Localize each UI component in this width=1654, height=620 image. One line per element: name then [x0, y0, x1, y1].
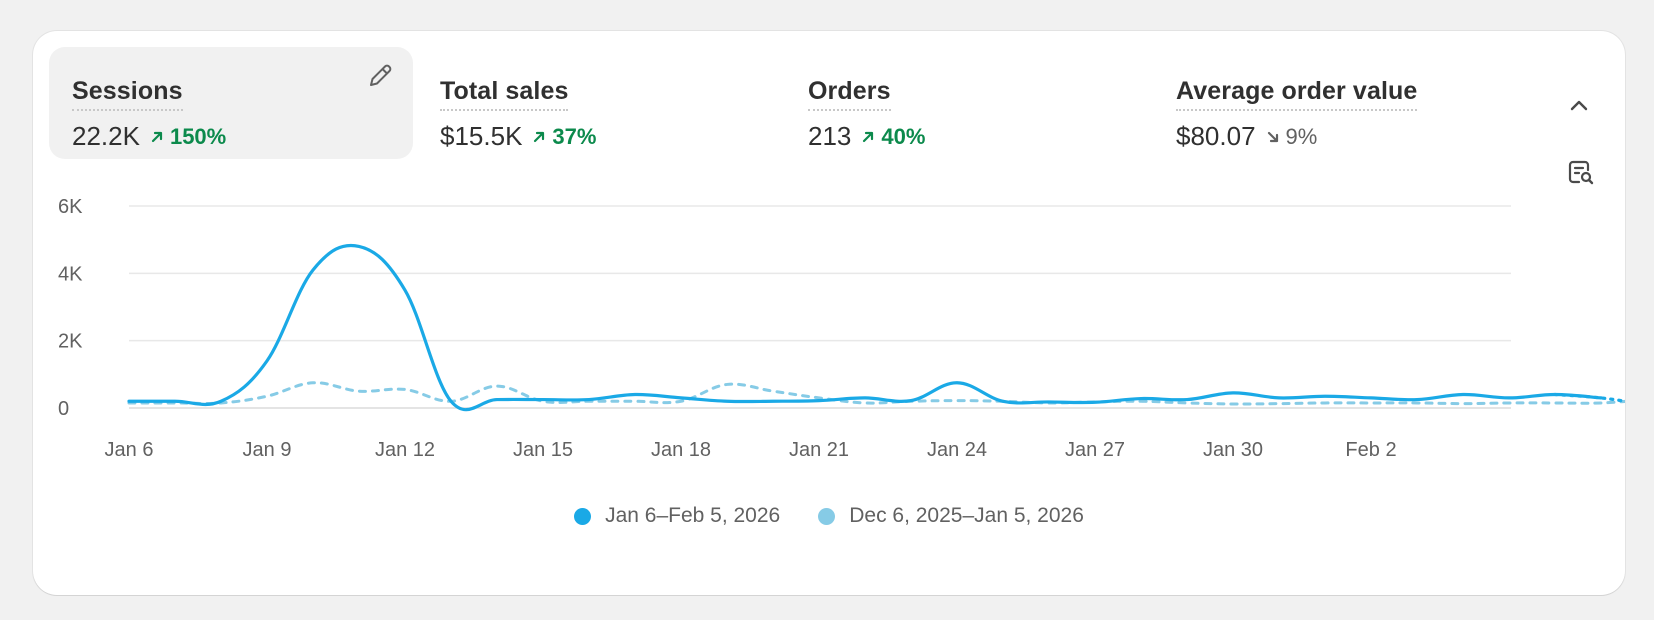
- metric-value: 213: [808, 121, 852, 151]
- pencil-icon[interactable]: [365, 61, 395, 91]
- metric-label[interactable]: Sessions: [72, 77, 183, 111]
- metric-tab-orders[interactable]: Orders 213 40%: [785, 47, 1149, 159]
- metric-delta: 37%: [532, 124, 596, 150]
- x-tick-label: Jan 18: [651, 439, 711, 461]
- chevron-up-icon[interactable]: [1563, 89, 1595, 121]
- x-tick-label: Jan 27: [1065, 439, 1125, 461]
- report-search-icon[interactable]: [1565, 157, 1597, 189]
- sessions-line-chart: 0 2K 4K 6K Jan 6 Jan 9 Jan 12 Jan 15 Jan 18 Jan 2…: [58, 196, 1625, 461]
- metric-delta: 150%: [150, 124, 226, 150]
- y-tick-label: 6K: [58, 196, 83, 218]
- metric-value: $15.5K: [440, 121, 523, 151]
- metric-label[interactable]: Total sales: [440, 77, 569, 111]
- metric-delta: 9%: [1266, 123, 1318, 150]
- chart-legend: Jan 6–Feb 5, 2026 Dec 6, 2025–Jan 5, 202…: [33, 504, 1625, 528]
- analytics-card: Sessions 22.2K 150% Total sales $15.5K 3…: [33, 31, 1625, 595]
- metric-value: 22.2K: [72, 121, 140, 151]
- arrow-down-right-icon: [1267, 131, 1278, 142]
- y-tick-label: 4K: [58, 263, 83, 285]
- x-tick-label: Jan 15: [513, 439, 573, 461]
- x-tick-label: Jan 30: [1203, 439, 1263, 461]
- metric-label[interactable]: Average order value: [1176, 77, 1418, 111]
- metric-delta: 40%: [861, 124, 925, 150]
- legend-item-previous[interactable]: Dec 6, 2025–Jan 5, 2026: [818, 504, 1084, 528]
- metric-delta-value: 9%: [1285, 123, 1318, 149]
- legend-item-current[interactable]: Jan 6–Feb 5, 2026: [574, 504, 780, 528]
- series-line-current: [127, 243, 1603, 412]
- legend-swatch: [574, 507, 592, 525]
- x-tick-label: Feb 2: [1345, 439, 1396, 461]
- metric-tab-sessions[interactable]: Sessions 22.2K 150%: [49, 47, 413, 159]
- metric-tab-average-order-value[interactable]: Average order value $80.07 9%: [1153, 47, 1517, 159]
- metric-delta-value: 150%: [169, 123, 227, 149]
- metric-value: $80.07: [1176, 121, 1256, 151]
- x-tick-label: Jan 24: [927, 439, 987, 461]
- legend-label: Dec 6, 2025–Jan 5, 2026: [849, 504, 1084, 527]
- series-line-previous: [127, 381, 1625, 406]
- metric-delta-value: 40%: [881, 123, 926, 149]
- x-tick-label: Jan 21: [789, 439, 849, 461]
- y-tick-label: 2K: [58, 331, 83, 353]
- series-line-current-partial: [1553, 392, 1625, 403]
- metric-delta-value: 37%: [552, 123, 597, 149]
- metrics-row: Sessions 22.2K 150% Total sales $15.5K 3…: [49, 47, 1521, 159]
- x-tick-label: Jan 12: [375, 439, 435, 461]
- arrow-up-right-icon: [863, 131, 874, 142]
- arrow-up-right-icon: [534, 131, 545, 142]
- y-tick-label: 0: [58, 398, 69, 420]
- arrow-up-right-icon: [151, 131, 163, 142]
- x-tick-label: Jan 9: [243, 439, 292, 461]
- legend-swatch: [818, 507, 836, 525]
- legend-label: Jan 6–Feb 5, 2026: [605, 504, 781, 527]
- x-tick-label: Jan 6: [105, 439, 154, 461]
- metric-tab-total-sales[interactable]: Total sales $15.5K 37%: [417, 47, 781, 159]
- metric-label[interactable]: Orders: [808, 77, 891, 111]
